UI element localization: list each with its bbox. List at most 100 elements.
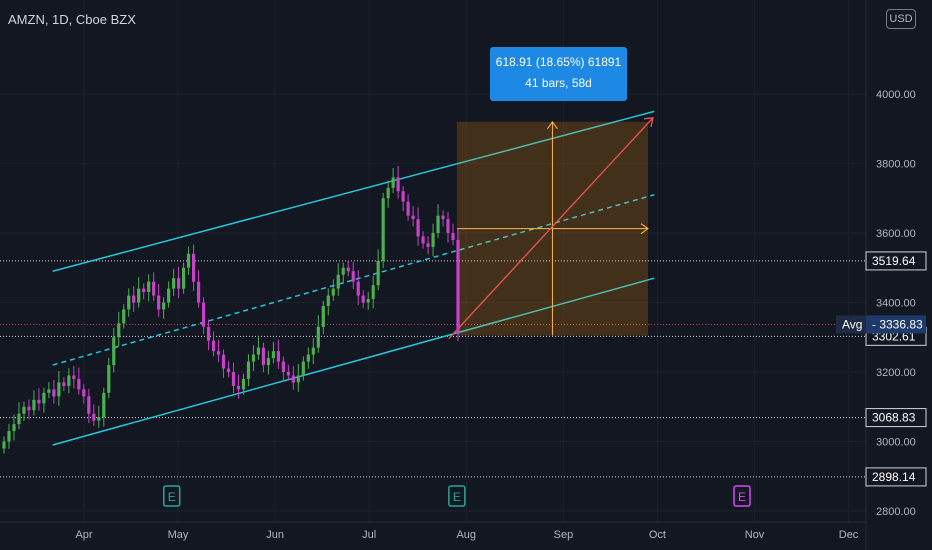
candle-body: [186, 253, 191, 268]
measure-box[interactable]: [448, 117, 654, 339]
avg-value-tag: [866, 315, 926, 334]
candle-body: [177, 278, 181, 289]
time-tick-label: Jun: [266, 529, 284, 541]
price-level-tag: [865, 408, 927, 428]
time-tick-label: Sep: [554, 529, 574, 541]
horizontal-levels: [0, 260, 866, 478]
time-tick-label: May: [168, 529, 189, 541]
candle-body: [147, 281, 151, 293]
candle-body: [12, 424, 16, 432]
price-axis[interactable]: 2800.00 3000.00 3200.00 3400.00 3600.00 3800.…: [865, 0, 932, 550]
earnings-marker[interactable]: [733, 485, 751, 507]
avg-label-text: Avg: [842, 317, 862, 331]
price-tick-label: 4000.00: [876, 89, 916, 101]
measure-diagonal-line: [448, 117, 654, 339]
price-level-tag: [865, 467, 927, 487]
candle-body: [87, 396, 91, 414]
candle-body: [356, 281, 360, 296]
channel-upper-line[interactable]: [52, 110, 655, 272]
time-tick-label: Aug: [456, 529, 476, 541]
candle-body: [361, 295, 365, 303]
candle-body: [241, 378, 246, 390]
candle-body: [42, 392, 46, 404]
candle-body: [246, 361, 251, 379]
candle-body: [92, 413, 96, 421]
candle-body: [231, 372, 236, 386]
candle-body: [117, 323, 121, 338]
candle-body: [276, 351, 280, 362]
time-tick-label: Nov: [745, 529, 765, 541]
time-tick-label: Dec: [839, 529, 859, 541]
candlestick-series: [2, 165, 460, 454]
time-tick-label: Jul: [362, 529, 376, 541]
candle-body: [421, 236, 425, 244]
measure-bars-text: 41 bars, 58d: [525, 76, 592, 90]
avg-label-tag: [836, 315, 866, 334]
candle-body: [196, 281, 201, 303]
candle-body: [27, 406, 31, 411]
symbol-title[interactable]: AMZN, 1D, Cboe BZX: [8, 12, 136, 27]
candle-body: [261, 347, 266, 366]
candle-body: [57, 382, 61, 397]
measure-diagonal-head: [643, 117, 654, 127]
candle-body: [271, 351, 276, 359]
candle-body: [446, 219, 450, 233]
price-level-tag: [865, 251, 927, 271]
measure-tooltip: 618.91 (18.65%) 61891 41 bars, 58d: [490, 47, 627, 101]
price-tick-label: 3800.00: [876, 159, 916, 171]
candle-body: [157, 295, 161, 310]
candle-body: [102, 392, 106, 418]
candle-body: [341, 267, 345, 275]
candle-body: [7, 431, 11, 442]
earnings-marker[interactable]: [162, 485, 181, 507]
time-axis[interactable]: Apr May Jun Jul Aug Sep Oct Nov Dec: [0, 521, 866, 541]
candle-body: [127, 295, 131, 310]
candle-body: [396, 177, 400, 192]
earnings-marker-label: E: [168, 490, 176, 504]
candle-body: [366, 299, 370, 303]
candle-body: [67, 375, 71, 386]
measure-arrow-head-right: [640, 223, 649, 235]
candle-body: [291, 375, 295, 383]
candle-body: [52, 389, 56, 397]
candle-body: [47, 389, 51, 393]
price-tick-label: 3000.00: [876, 437, 916, 449]
candle-body: [137, 288, 141, 303]
candle-body: [321, 305, 325, 327]
candle-body: [122, 309, 126, 324]
avg-value-text: - 3336.83: [872, 317, 923, 331]
trend-channel[interactable]: [52, 110, 655, 446]
candle-body: [22, 406, 26, 414]
candle-body: [336, 274, 340, 289]
candle-body: [82, 389, 86, 397]
channel-lower-line[interactable]: [52, 277, 655, 446]
candle-body: [371, 285, 375, 300]
candle-body: [191, 253, 196, 282]
candle-body: [306, 354, 310, 362]
candle-body: [416, 219, 420, 237]
candle-body: [17, 413, 21, 425]
candle-body: [221, 354, 226, 369]
candle-body: [316, 326, 320, 348]
candle-body: [331, 288, 335, 296]
earnings-marker[interactable]: [448, 485, 466, 507]
candle-body: [2, 441, 6, 449]
candle-body: [152, 281, 156, 296]
candle-body: [451, 233, 455, 240]
candle-body: [281, 361, 285, 372]
candle-body: [32, 399, 36, 411]
candle-body: [381, 198, 385, 261]
currency-button[interactable]: USD: [886, 9, 916, 29]
candle-body: [251, 354, 256, 362]
price-tick-label: 3600.00: [876, 228, 916, 240]
price-level-tag-text: 3519.64: [872, 254, 916, 268]
candle-body: [62, 382, 66, 386]
price-level-tag-text: 3068.83: [872, 411, 916, 425]
candle-body: [162, 302, 166, 310]
candle-body: [216, 351, 221, 355]
candle-body: [226, 368, 231, 372]
measure-change-text: 618.91 (18.65%) 61891: [495, 55, 622, 69]
candle-body: [37, 399, 41, 404]
